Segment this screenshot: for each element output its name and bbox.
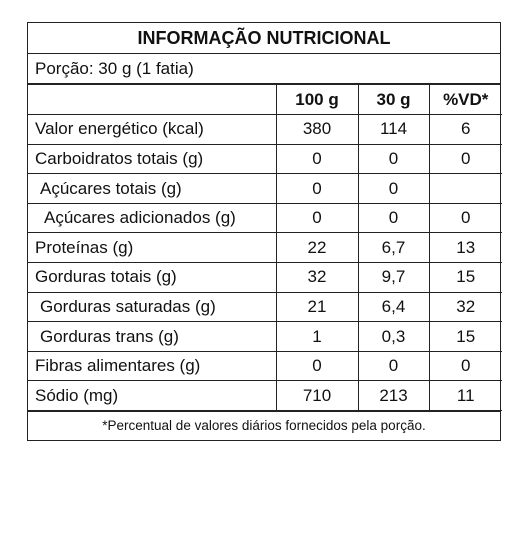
label-title: INFORMAÇÃO NUTRICIONAL — [28, 23, 500, 54]
value-vd: 11 — [428, 380, 502, 412]
value-vd: 15 — [428, 262, 502, 293]
nutrient-name: Açúcares adicionados (g) — [28, 202, 277, 234]
value-vd — [428, 173, 502, 204]
header-blank-cell — [28, 85, 277, 116]
table-row: Valor energético (kcal) 380 114 6 — [28, 114, 502, 145]
nutrient-name: Proteínas (g) — [28, 232, 277, 264]
value-30g: 0 — [357, 202, 430, 234]
table-row: Sódio (mg) 710 213 11 — [28, 380, 502, 412]
value-30g: 0,3 — [357, 321, 430, 352]
nutrient-name: Carboidratos totais (g) — [28, 143, 277, 175]
value-vd: 6 — [428, 114, 502, 145]
column-header-100g: 100 g — [275, 85, 359, 116]
value-30g: 9,7 — [357, 262, 430, 293]
nutrition-facts-label: INFORMAÇÃO NUTRICIONAL Porção: 30 g (1 f… — [27, 22, 502, 442]
table-row: Açúcares totais (g) 0 0 — [28, 173, 502, 204]
nutrition-table: 100 g 30 g %VD* Valor energético (kcal) … — [28, 85, 502, 412]
value-30g: 6,4 — [357, 291, 430, 323]
table-header-row: 100 g 30 g %VD* — [28, 85, 502, 116]
value-100g: 22 — [275, 232, 359, 264]
value-100g: 380 — [275, 114, 359, 145]
value-100g: 0 — [275, 173, 359, 204]
value-30g: 213 — [357, 380, 430, 412]
value-vd: 13 — [428, 232, 502, 264]
nutrient-name: Valor energético (kcal) — [28, 114, 277, 145]
value-vd: 0 — [428, 350, 502, 382]
value-100g: 1 — [275, 321, 359, 352]
nutrient-name: Gorduras saturadas (g) — [28, 291, 277, 323]
nutrient-name: Gorduras totais (g) — [28, 262, 277, 293]
table-row: Carboidratos totais (g) 0 0 0 — [28, 143, 502, 175]
value-100g: 21 — [275, 291, 359, 323]
table-row: Gorduras saturadas (g) 21 6,4 32 — [28, 291, 502, 323]
value-100g: 0 — [275, 143, 359, 175]
value-30g: 0 — [357, 173, 430, 204]
value-30g: 0 — [357, 350, 430, 382]
nutrient-name: Açúcares totais (g) — [28, 173, 277, 204]
value-vd: 15 — [428, 321, 502, 352]
value-vd: 32 — [428, 291, 502, 323]
value-100g: 0 — [275, 202, 359, 234]
column-header-vd: %VD* — [428, 85, 502, 116]
footnote: *Percentual de valores diários fornecido… — [28, 411, 500, 440]
table-row: Gorduras totais (g) 32 9,7 15 — [28, 262, 502, 293]
value-100g: 710 — [275, 380, 359, 412]
value-30g: 114 — [357, 114, 430, 145]
table-row: Fibras alimentares (g) 0 0 0 — [28, 350, 502, 382]
value-vd: 0 — [428, 202, 502, 234]
table-row: Açúcares adicionados (g) 0 0 0 — [28, 202, 502, 234]
nutrient-name: Fibras alimentares (g) — [28, 350, 277, 382]
value-100g: 32 — [275, 262, 359, 293]
value-30g: 0 — [357, 143, 430, 175]
table-row: Proteínas (g) 22 6,7 13 — [28, 232, 502, 264]
value-100g: 0 — [275, 350, 359, 382]
value-30g: 6,7 — [357, 232, 430, 264]
portion-size: Porção: 30 g (1 fatia) — [28, 54, 500, 85]
nutrient-name: Gorduras trans (g) — [28, 321, 277, 352]
column-header-30g: 30 g — [357, 85, 430, 116]
nutrient-name: Sódio (mg) — [28, 380, 277, 412]
value-vd: 0 — [428, 143, 502, 175]
table-row: Gorduras trans (g) 1 0,3 15 — [28, 321, 502, 352]
